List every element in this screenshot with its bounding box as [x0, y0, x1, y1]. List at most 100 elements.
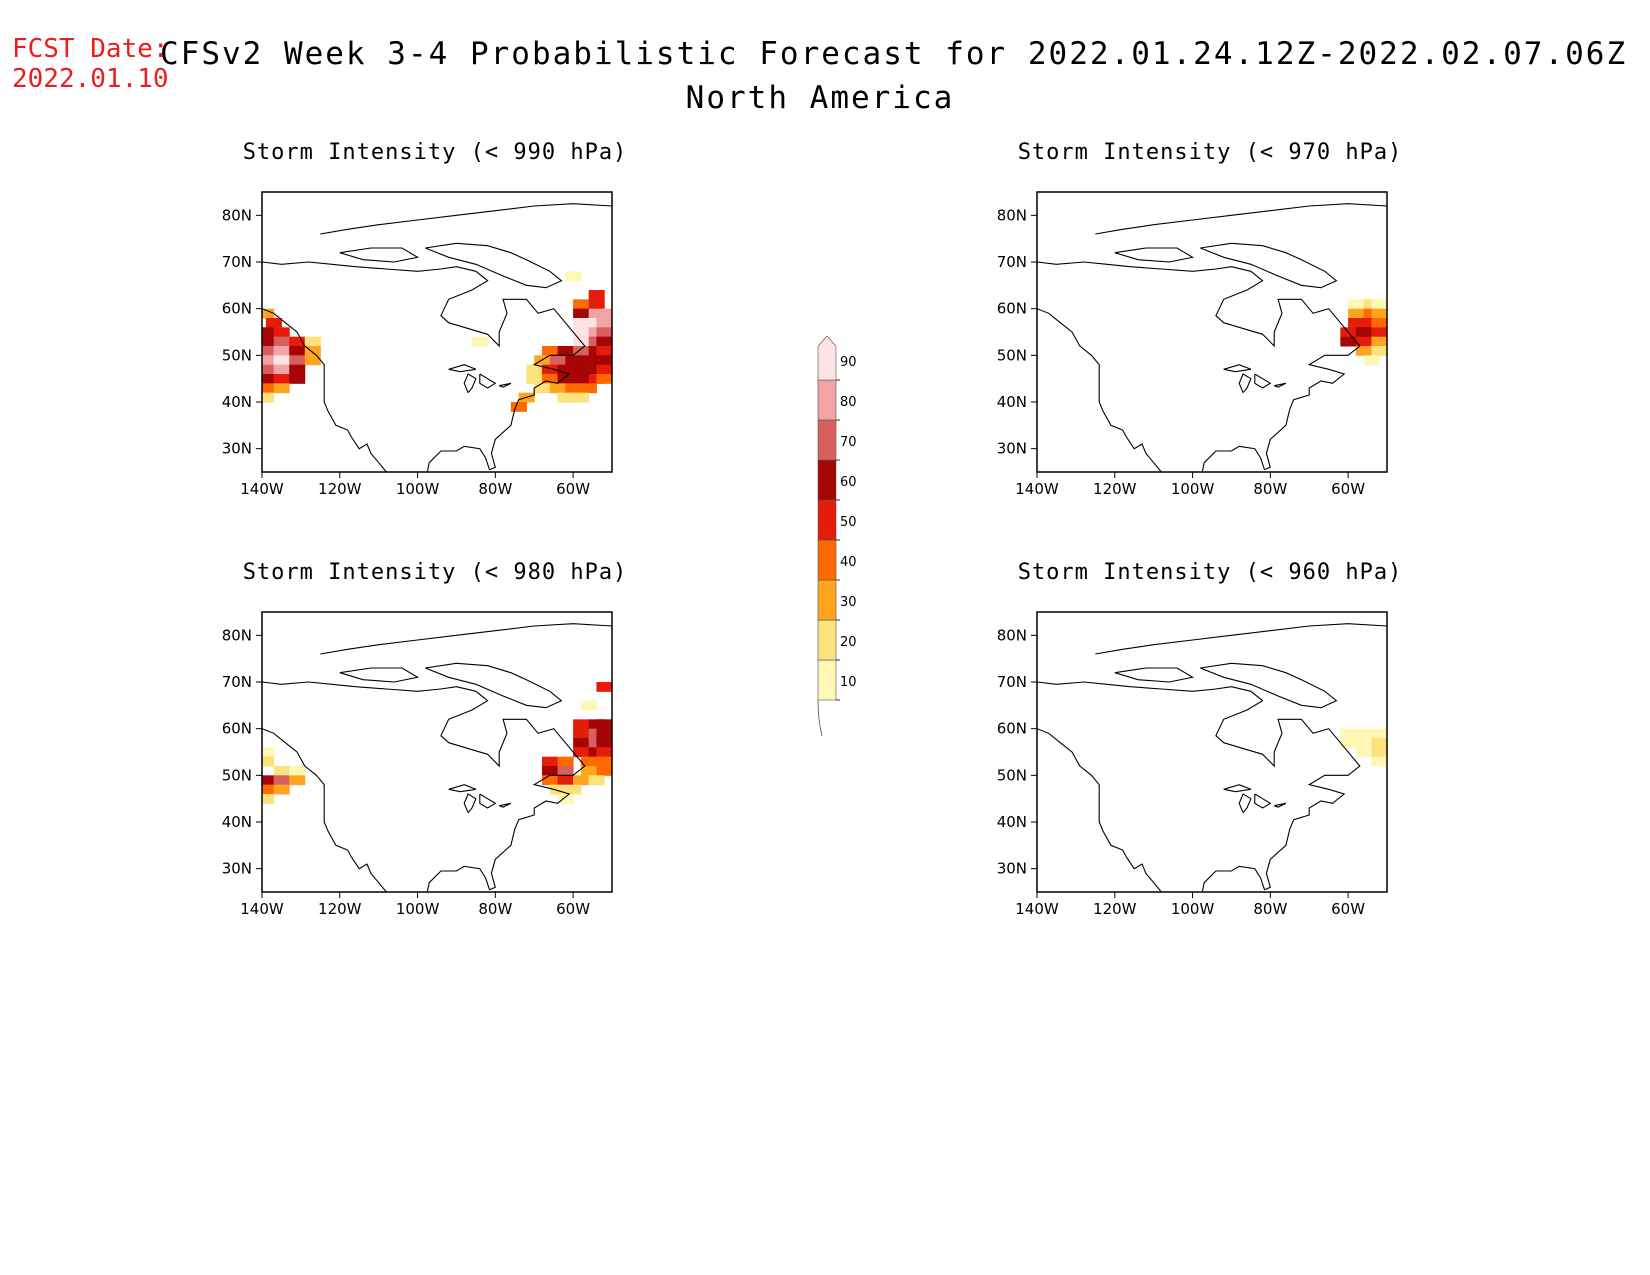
probability-cell: [596, 308, 612, 319]
probability-cell: [526, 364, 543, 375]
probability-cell: [262, 756, 275, 767]
probability-cell: [289, 374, 306, 384]
lon-tick-label: 60W: [556, 900, 590, 918]
probability-cell: [557, 364, 574, 375]
probability-cell: [1355, 327, 1372, 338]
probability-cell: [273, 346, 290, 356]
coastline: [1200, 662, 1338, 709]
probability-cell: [549, 355, 566, 366]
lon-tick-label: 80W: [1253, 900, 1287, 918]
probability-cell: [262, 383, 275, 394]
lat-tick-label: 50N: [997, 766, 1027, 784]
probability-cell: [534, 383, 551, 394]
figure-title-block: CFSv2 Week 3-4 Probabilistic Forecast fo…: [160, 32, 1628, 120]
panel-title: Storm Intensity (< 990 hPa): [242, 140, 628, 165]
colorbar-segment: [817, 459, 837, 501]
coastline: [320, 203, 612, 235]
probability-cell: [273, 775, 290, 786]
probability-cell: [1371, 728, 1387, 739]
probability-cell: [588, 299, 605, 310]
map-svg: 80N 70N 60N 50N 40N 30N 140W 120W 100W 80W 60W: [997, 611, 1388, 918]
probability-cell: [262, 327, 275, 338]
probability-cell: [262, 392, 275, 403]
panel-960-hpa: Storm Intensity (< 960 hPa) 80N 70N 60N 50N 4…: [985, 560, 1435, 940]
lat-tick-label: 70N: [997, 673, 1027, 691]
probability-cell: [1340, 738, 1357, 748]
probability-cell: [596, 747, 612, 758]
probability-cell: [542, 766, 559, 776]
lat-tick-label: 30N: [997, 860, 1027, 878]
lat-tick-label: 80N: [222, 626, 252, 644]
probability-cell: [262, 794, 275, 804]
probability-cell: [565, 784, 582, 795]
probability-cell: [262, 336, 275, 347]
probability-cell: [596, 728, 612, 739]
panel-title: Storm Intensity (< 980 hPa): [242, 560, 628, 585]
probability-cell: [557, 374, 574, 384]
probability-cell: [573, 308, 590, 319]
colorbar-segment: [817, 335, 837, 381]
probability-cell: [596, 355, 612, 366]
probability-cell: [596, 318, 612, 328]
colorbar-segment: [817, 379, 837, 421]
probability-cell: [542, 364, 559, 375]
coastline: [262, 261, 586, 472]
probability-cell: [557, 346, 574, 356]
lon-tick-label: 60W: [556, 480, 590, 498]
lon-tick-label: 60W: [1331, 900, 1365, 918]
coastline: [1200, 242, 1338, 289]
probability-cell: [565, 383, 582, 394]
probability-cell: [557, 766, 574, 776]
probability-cell: [262, 308, 275, 319]
coastline: [262, 728, 387, 892]
probability-cell: [262, 747, 275, 758]
probability-cell: [1355, 336, 1372, 347]
probability-cell: [596, 346, 612, 356]
map-frame: [1036, 191, 1388, 473]
probability-cell: [289, 766, 306, 776]
lon-tick-label: 120W: [1093, 480, 1137, 498]
coastline: [262, 681, 586, 892]
probability-cell: [289, 775, 306, 786]
lon-tick-label: 80W: [1253, 480, 1287, 498]
probability-cell: [1371, 346, 1387, 356]
lat-tick-label: 80N: [997, 206, 1027, 224]
coastline: [448, 784, 477, 793]
colorbar-label: 40: [840, 555, 857, 570]
probability-cell: [573, 738, 590, 748]
coastline: [1114, 247, 1195, 263]
probability-cell: [273, 784, 290, 795]
colorbar-segment: [817, 539, 837, 581]
lon-tick-label: 140W: [240, 480, 284, 498]
probability-cell: [1363, 355, 1380, 366]
coastline: [1095, 203, 1387, 235]
colorbar-label: 30: [840, 595, 857, 610]
probability-cell: [596, 682, 612, 692]
colorbar-segment: [817, 659, 837, 701]
coastline: [1274, 802, 1287, 808]
forecast-date-label: FCST Date:: [12, 34, 169, 64]
probability-cell: [1348, 308, 1365, 319]
probability-cell: [573, 318, 590, 328]
coastline: [1254, 793, 1272, 809]
probability-cell: [573, 374, 590, 384]
coastline: [1037, 728, 1162, 892]
lon-tick-label: 100W: [1171, 900, 1215, 918]
probability-colorbar: 10 20 30 40 50 60 70 80 90: [817, 335, 857, 737]
probability-cell: [262, 346, 275, 356]
coastline: [339, 667, 420, 683]
coastline: [499, 382, 512, 388]
probability-cell: [1348, 318, 1365, 328]
probability-cell: [580, 766, 597, 776]
probability-cell: [1371, 327, 1387, 338]
figure-title: CFSv2 Week 3-4 Probabilistic Forecast fo…: [160, 36, 1628, 72]
probability-cell: [262, 374, 275, 384]
probability-cell: [526, 374, 543, 384]
probability-cell: [1371, 738, 1387, 748]
probability-cell: [1371, 747, 1387, 758]
probability-cell: [1371, 336, 1387, 347]
probability-cell: [557, 756, 574, 767]
probability-cell: [289, 364, 306, 375]
lat-tick-label: 80N: [222, 206, 252, 224]
probability-cell: [573, 392, 590, 403]
